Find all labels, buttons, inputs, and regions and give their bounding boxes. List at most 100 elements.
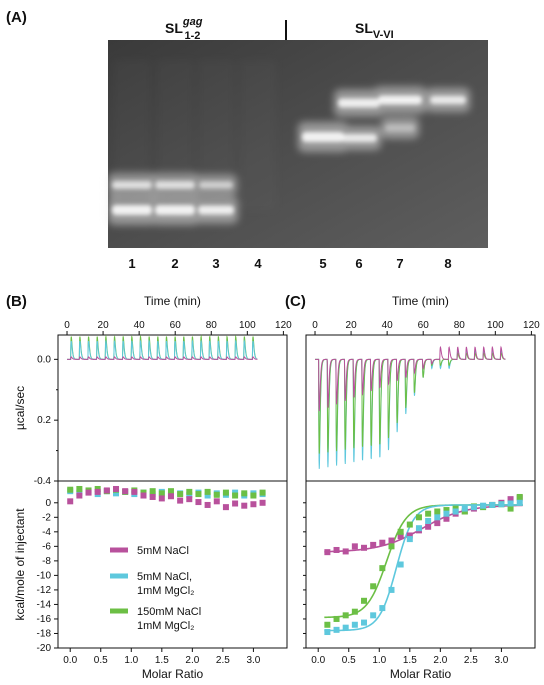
panel-b-data-point <box>167 488 174 495</box>
panel-b-enthalpy-tick-label: -4 <box>42 527 51 538</box>
panel-c-data-point <box>498 501 505 508</box>
panel-b-power-tick-label: 0.2 <box>37 415 51 426</box>
panel-b-time-tick-label: 80 <box>206 320 218 331</box>
panel-c-time-tick-label: 100 <box>487 320 504 331</box>
panel-c-data-point <box>388 543 395 550</box>
panel-c-data-point <box>425 523 432 530</box>
panel-c-data-point <box>379 539 386 546</box>
panel-c-data-point <box>434 508 441 515</box>
panel-c-time-tick-label: 20 <box>346 320 358 331</box>
panel-b-data-point <box>259 489 266 496</box>
gel-image <box>108 40 488 248</box>
panel-c-time-tick-label: 0 <box>312 320 318 331</box>
legend-label: 5mM NaCl, <box>137 571 192 583</box>
panel-c-time-tick-label: 40 <box>382 320 394 331</box>
group-label-left: SLgag 1-2 <box>165 16 203 42</box>
gel-band <box>338 98 380 108</box>
panel-c-data-point <box>361 597 368 604</box>
panel-c-ratio-tick-label: 1.0 <box>372 655 386 666</box>
panel-c-data-point <box>507 496 514 503</box>
panel-c-data-point <box>507 505 514 512</box>
gel-band <box>430 96 466 104</box>
panel-c-data-point <box>388 586 395 593</box>
panel-b-data-point <box>158 495 165 502</box>
panel-c-data-point <box>379 565 386 572</box>
panel-c-data-point <box>406 521 413 528</box>
legend-label: 5mM NaCl <box>137 545 189 557</box>
panel-b-data-point <box>94 488 101 495</box>
panel-b-enthalpy-tick-label: -10 <box>37 570 52 581</box>
panel-b-data-point <box>204 488 211 495</box>
panel-a-label: (A) <box>6 9 27 26</box>
panel-b-data-point <box>76 485 83 492</box>
panel-b-data-point <box>113 490 120 497</box>
panel-c-ratio-tick-label: 2.0 <box>433 655 447 666</box>
lane-label: 7 <box>396 256 403 271</box>
legend-label: 1mM MgCl₂ <box>137 585 194 597</box>
panel-c-data-point <box>415 514 422 521</box>
panel-c-frame <box>305 334 536 649</box>
panel-c-data-point <box>342 612 349 619</box>
panel-c-data-point <box>452 508 459 515</box>
panel-b-data-point <box>186 488 193 495</box>
panel-b-data-point <box>67 486 74 493</box>
panel-b-data-point <box>250 492 257 499</box>
panel-b-frame <box>57 334 288 649</box>
panel-c-data-point <box>361 544 368 551</box>
panel-b-time-tick-label: 20 <box>98 320 110 331</box>
panel-c-data-point <box>470 504 477 511</box>
panel-c-data-point <box>361 619 368 626</box>
gel-band <box>378 95 422 105</box>
panel-b-data-point <box>195 499 202 506</box>
lane-label: 1 <box>128 256 135 271</box>
panel-c-data-point <box>333 615 340 622</box>
panel-b-time-tick-label: 120 <box>275 320 292 331</box>
panel-b-data-point <box>222 504 229 511</box>
panel-b-power-tick-label: -0.4 <box>34 476 52 487</box>
panel-c-data-point <box>333 546 340 553</box>
panel-c-data-point <box>516 499 523 506</box>
panel-b-enthalpy-tick-label: 0 <box>45 498 51 509</box>
panel-b-ratio-tick-label: 2.0 <box>185 655 199 666</box>
panel-c-data-point <box>324 629 331 636</box>
panel-c-thermogram-trace <box>315 345 506 412</box>
panel-c-ratio-tick-label: 1.5 <box>403 655 417 666</box>
gel-band <box>199 181 233 189</box>
gel-band <box>198 205 234 215</box>
panel-b-data-point <box>259 499 266 506</box>
panel-c-ratio-tick-label: 3.0 <box>494 655 508 666</box>
panel-b-data-point <box>167 493 174 500</box>
legend-label: 150mM NaCl <box>137 606 201 618</box>
panel-c-data-point <box>415 525 422 532</box>
panel-c-data-point <box>370 612 377 619</box>
panel-b-ratio-tick-label: 1.0 <box>124 655 138 666</box>
panel-b-enthalpy-tick-label: -14 <box>37 599 52 610</box>
panel-b-time-tick-label: 100 <box>239 320 256 331</box>
panel-b-data-point <box>195 491 202 498</box>
panel-c-data-point <box>397 528 404 535</box>
panel-b-data-point <box>177 497 184 504</box>
panel-b-data-point <box>177 491 184 498</box>
panel-c-ratio-label: Molar Ratio <box>390 667 452 681</box>
panel-c-data-point <box>425 517 432 524</box>
gel-band <box>112 205 152 215</box>
panel-c-ratio-tick-label: 2.5 <box>464 655 478 666</box>
panel-c-thermogram-trace <box>315 352 506 454</box>
panel-c-data-point <box>434 514 441 521</box>
panel-b-data-point <box>131 488 138 495</box>
panel-c-label: (C) <box>285 293 306 310</box>
panel-c-thermogram-trace <box>315 349 506 469</box>
panel-c-data-point <box>480 502 487 509</box>
gel-band <box>155 181 195 189</box>
panel-b-enthalpy-tick-label: -8 <box>42 556 51 567</box>
lane-label: 4 <box>254 256 262 271</box>
lane-label: 8 <box>444 256 451 271</box>
panel-c-data-point <box>324 549 331 556</box>
panel-b-enthalpy-label: kcal/mole of injectant <box>13 508 27 621</box>
panel-b-data-point <box>85 489 92 496</box>
panel-b-enthalpy-tick-label: -18 <box>37 628 52 639</box>
panel-b-data-point <box>213 491 220 498</box>
panel-c-data-point <box>351 621 358 628</box>
panel-b-data-point <box>204 492 211 499</box>
